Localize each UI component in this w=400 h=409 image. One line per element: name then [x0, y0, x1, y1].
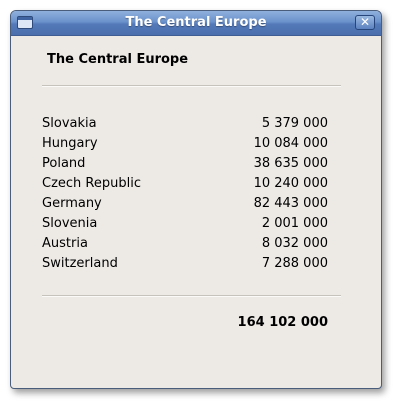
country-name: Switzerland [42, 256, 118, 271]
list-item: Slovakia 5 379 000 [42, 114, 328, 134]
country-population: 7 288 000 [261, 256, 328, 271]
window-title: The Central Europe [125, 15, 267, 30]
country-population: 38 635 000 [253, 156, 328, 171]
country-population: 82 443 000 [253, 196, 328, 211]
country-population: 10 084 000 [253, 136, 328, 151]
list-item: Germany 82 443 000 [42, 194, 328, 214]
country-name: Austria [42, 236, 88, 251]
country-name: Slovenia [42, 216, 98, 231]
country-population: 10 240 000 [253, 176, 328, 191]
window-icon[interactable] [17, 16, 33, 29]
country-name: Hungary [42, 136, 98, 151]
country-population: 8 032 000 [261, 236, 328, 251]
list-item: Czech Republic 10 240 000 [42, 174, 328, 194]
country-name: Germany [42, 196, 102, 211]
country-name: Slovakia [42, 116, 97, 131]
page-title: The Central Europe [47, 52, 189, 67]
main-window: The Central Europe ✕ The Central Europe … [10, 10, 382, 389]
list-item: Slovenia 2 001 000 [42, 214, 328, 234]
list-item: Poland 38 635 000 [42, 154, 328, 174]
list-item: Hungary 10 084 000 [42, 134, 328, 154]
close-button[interactable]: ✕ [355, 15, 375, 30]
close-icon: ✕ [359, 15, 371, 29]
country-name: Poland [42, 156, 86, 171]
title-bar[interactable]: The Central Europe ✕ [11, 11, 381, 36]
top-separator [42, 85, 341, 87]
list-item: Austria 8 032 000 [42, 234, 328, 254]
total-population: 164 102 000 [237, 315, 328, 330]
bottom-separator [42, 295, 341, 297]
list-item: Switzerland 7 288 000 [42, 254, 328, 274]
country-population: 2 001 000 [261, 216, 328, 231]
country-population: 5 379 000 [261, 116, 328, 131]
country-list: Slovakia 5 379 000 Hungary 10 084 000 Po… [42, 114, 328, 274]
country-name: Czech Republic [42, 176, 141, 191]
